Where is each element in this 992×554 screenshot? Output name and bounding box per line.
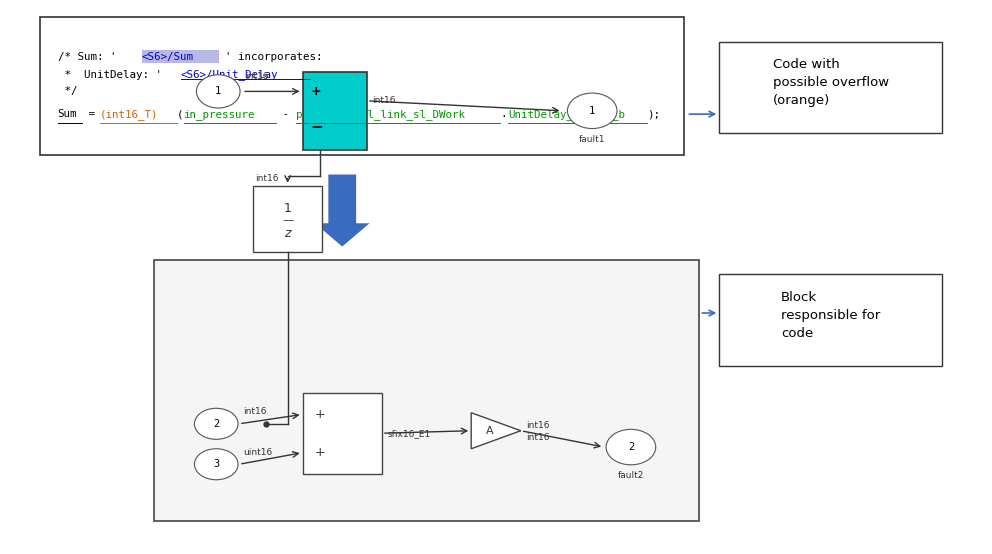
Text: int16: int16	[526, 433, 550, 442]
Text: psdemo_model_link_sl_DWork: psdemo_model_link_sl_DWork	[296, 109, 464, 120]
Ellipse shape	[606, 429, 656, 465]
FancyBboxPatch shape	[142, 50, 219, 63]
Text: +: +	[310, 85, 321, 98]
Text: 2: 2	[628, 442, 634, 452]
Text: int16: int16	[372, 96, 396, 105]
Text: A: A	[486, 425, 494, 436]
Text: (int16_T): (int16_T)	[100, 109, 159, 120]
Ellipse shape	[196, 75, 240, 108]
Text: int16: int16	[245, 72, 269, 81]
Text: *  UnitDelay: ': * UnitDelay: '	[58, 70, 162, 80]
Text: UnitDelay_DSTATE_b: UnitDelay_DSTATE_b	[508, 109, 625, 120]
Text: );: );	[647, 109, 660, 119]
Text: */: */	[58, 86, 77, 96]
FancyBboxPatch shape	[719, 274, 942, 366]
FancyBboxPatch shape	[303, 393, 382, 474]
Text: Code with
possible overflow
(orange): Code with possible overflow (orange)	[773, 58, 889, 107]
Ellipse shape	[194, 449, 238, 480]
Text: 1: 1	[284, 202, 292, 216]
FancyArrow shape	[314, 175, 369, 247]
Text: ': '	[310, 70, 316, 80]
Text: ' incorporates:: ' incorporates:	[225, 52, 322, 61]
Text: −: −	[310, 120, 323, 135]
Text: Sum: Sum	[58, 109, 77, 119]
Text: 3: 3	[213, 459, 219, 469]
Text: (: (	[177, 109, 184, 119]
FancyBboxPatch shape	[719, 42, 942, 133]
Text: Block
responsible for
code: Block responsible for code	[781, 291, 881, 340]
FancyBboxPatch shape	[40, 17, 684, 155]
Text: +: +	[314, 446, 325, 459]
Text: int16: int16	[243, 407, 267, 416]
Text: <S6>/Sum: <S6>/Sum	[142, 52, 193, 61]
Ellipse shape	[194, 408, 238, 439]
FancyBboxPatch shape	[253, 186, 322, 252]
Text: —: —	[282, 215, 294, 225]
Text: z: z	[285, 227, 291, 240]
Text: =: =	[82, 109, 102, 119]
Text: sfix16_E1: sfix16_E1	[388, 429, 432, 438]
Text: /* Sum: ': /* Sum: '	[58, 52, 116, 61]
Text: int16: int16	[526, 421, 550, 430]
Text: in_pressure: in_pressure	[184, 109, 255, 120]
FancyBboxPatch shape	[303, 72, 367, 150]
Ellipse shape	[567, 93, 617, 129]
Text: int16: int16	[255, 174, 279, 183]
Text: -: -	[276, 109, 296, 119]
Text: 2: 2	[213, 419, 219, 429]
Text: 1: 1	[215, 86, 221, 96]
Polygon shape	[471, 413, 521, 449]
Text: +: +	[314, 408, 325, 421]
Text: fault2: fault2	[618, 471, 644, 480]
Text: 1: 1	[589, 106, 595, 116]
Text: <S6>/Unit_Delay: <S6>/Unit_Delay	[181, 69, 278, 80]
FancyBboxPatch shape	[154, 260, 699, 521]
Text: .: .	[500, 109, 507, 119]
Text: fault1: fault1	[579, 135, 605, 144]
Text: uint16: uint16	[243, 448, 272, 457]
